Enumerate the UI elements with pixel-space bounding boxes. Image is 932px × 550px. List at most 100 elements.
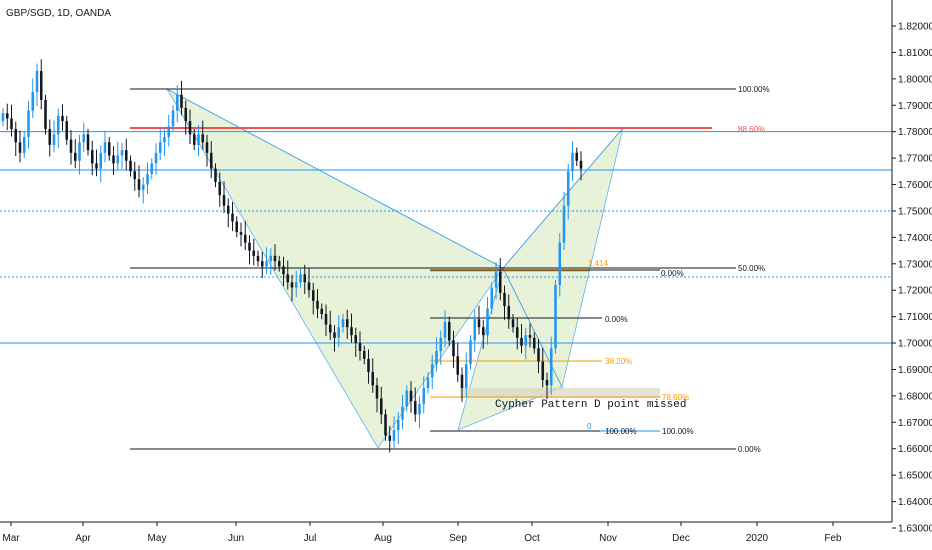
chart-title: GBP/SGD, 1D, OANDA	[6, 8, 111, 19]
cypher-label-zero: 0	[587, 422, 592, 431]
candle-body	[22, 136, 26, 153]
candle-body	[171, 110, 175, 127]
candle-body	[396, 419, 400, 431]
x-tick-label: Nov	[599, 533, 617, 544]
candle-body	[566, 171, 570, 206]
candle-body	[294, 282, 298, 288]
candle-body	[367, 358, 370, 373]
candle-body	[180, 94, 183, 108]
candle-body	[426, 377, 430, 388]
candle-body	[303, 274, 307, 283]
candle-body	[337, 327, 341, 338]
candle-body	[384, 414, 387, 436]
candle-body	[401, 406, 404, 420]
candle-body	[188, 121, 192, 135]
y-tick-label: 1.65000	[898, 471, 932, 482]
candle-body	[299, 274, 302, 283]
candle-body	[150, 163, 154, 174]
candle-body	[558, 242, 562, 285]
cypher-label-100b: 100.00%	[662, 427, 694, 436]
candle-body	[146, 173, 149, 185]
candle-body	[163, 136, 166, 143]
candle-body	[141, 184, 145, 190]
candle-body	[392, 430, 396, 441]
candle-body	[73, 152, 77, 161]
candle-body	[222, 195, 226, 206]
candle-body	[350, 327, 353, 336]
candle-body	[537, 348, 540, 362]
cypher-label-382: 38.20%	[605, 357, 632, 366]
y-tick-label: 1.81000	[898, 48, 932, 59]
candle-body	[413, 401, 417, 415]
candle-body	[562, 205, 566, 243]
x-tick-label: Sep	[449, 533, 467, 544]
candle-body	[133, 171, 137, 180]
candle-body	[129, 160, 132, 172]
candle-body	[375, 385, 379, 399]
candle-body	[18, 142, 22, 153]
y-tick-label: 1.77000	[898, 154, 932, 165]
candle-body	[554, 284, 557, 349]
pattern-annotation: Cypher Pattern D point missed	[495, 399, 686, 411]
candle-body	[490, 287, 494, 309]
candle-body	[545, 380, 549, 386]
candle-body	[69, 139, 73, 153]
candle-body	[252, 250, 256, 256]
candle-body	[167, 126, 171, 137]
candle-body	[571, 152, 574, 172]
candle-body	[209, 152, 213, 169]
pattern-d-zone	[460, 388, 660, 398]
candle-body	[90, 150, 94, 164]
candle-body	[1, 113, 5, 122]
candle-body	[515, 327, 519, 338]
candle-body	[175, 94, 179, 111]
candle-body	[78, 142, 81, 161]
candle-body	[528, 335, 532, 338]
candle-body	[324, 313, 328, 325]
candle-body	[116, 155, 120, 164]
candle-body	[239, 232, 243, 235]
cypher-label-0: 0.00%	[605, 315, 628, 324]
y-tick-label: 1.73000	[898, 259, 932, 270]
candle-body	[311, 290, 315, 301]
candle-body	[549, 348, 553, 386]
candle-body	[226, 205, 230, 214]
x-tick-label: Aug	[374, 533, 392, 544]
candle-body	[14, 129, 18, 143]
horizontal-levels	[0, 131, 892, 344]
fib-label-50: 50.00%	[738, 264, 765, 273]
y-tick-label: 1.80000	[898, 74, 932, 85]
candle-body	[460, 374, 464, 388]
candle-body	[532, 337, 536, 349]
x-tick-label: Dec	[672, 533, 690, 544]
candle-body	[282, 266, 285, 275]
candles	[1, 59, 583, 453]
candle-body	[256, 255, 260, 262]
candle-body	[260, 261, 264, 267]
candle-body	[371, 372, 375, 386]
candle-body	[405, 390, 409, 407]
candle-body	[10, 118, 13, 130]
candle-body	[316, 300, 319, 309]
x-tick-label: Jul	[304, 533, 317, 544]
candle-body	[524, 335, 528, 346]
candle-body	[354, 335, 358, 344]
candle-body	[409, 390, 413, 402]
y-tick-label: 1.68000	[898, 391, 932, 402]
fib-label-0: 0.00%	[738, 445, 761, 454]
y-tick-label: 1.70000	[898, 339, 932, 350]
candle-body	[65, 121, 69, 140]
candle-body	[511, 319, 515, 328]
candle-body	[452, 340, 455, 357]
candle-body	[469, 340, 472, 365]
candle-body	[218, 181, 222, 196]
candle-body	[277, 261, 281, 267]
candle-body	[56, 115, 60, 135]
candle-body	[99, 152, 103, 169]
candle-body	[137, 179, 141, 190]
candle-body	[269, 255, 273, 262]
x-tick-label: Feb	[824, 533, 842, 544]
